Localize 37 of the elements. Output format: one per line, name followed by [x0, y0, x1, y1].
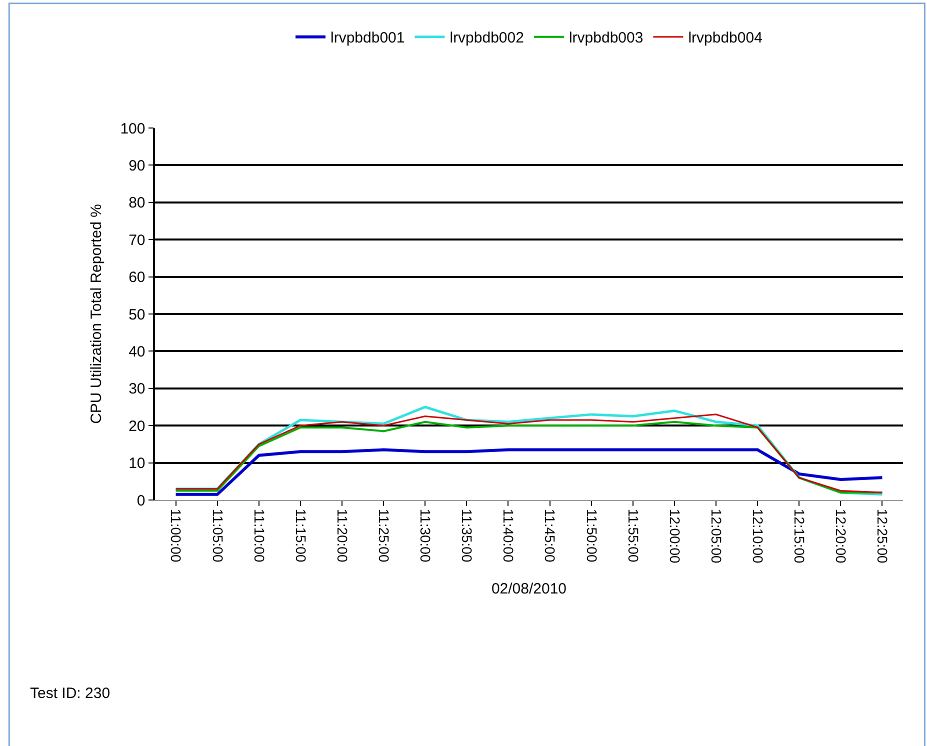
x-tick-label: 12:15:00	[792, 508, 808, 564]
y-tick-label: 70	[128, 232, 146, 249]
line-series	[174, 448, 884, 496]
x-tick-label: 11:10:00	[251, 508, 268, 562]
y-tick-label: 60	[128, 269, 146, 286]
y-tick-label: 30	[128, 380, 146, 398]
y-axis-title: CPU Utilization Total Reported %	[88, 204, 105, 424]
x-tick-label: 11:20:00	[334, 508, 350, 562]
y-tick-label: 0	[136, 492, 146, 510]
x-tick-label: 11:40:00	[500, 508, 517, 562]
x-tick-label: 11:50:00	[584, 508, 600, 562]
x-tick-label: 12:05:00	[708, 508, 724, 564]
y-tick-label: 40	[128, 343, 146, 360]
y-tick-label: 90	[128, 157, 146, 174]
legend-label: lrvpbdb001	[330, 30, 405, 47]
legend-label: lrvpbdb003	[568, 30, 644, 47]
x-tick-label: 11:00:00	[168, 508, 184, 562]
x-tick-label: 11:55:00	[625, 508, 642, 562]
x-axis-title: 02/08/2010	[491, 580, 567, 598]
text: Test ID: 230	[30, 685, 110, 702]
y-tick-label: 100	[120, 120, 146, 138]
x-tick-label: 11:45:00	[542, 508, 558, 562]
y-tick-label: 20	[128, 418, 146, 435]
x-tick-label: 11:05:00	[210, 508, 226, 562]
y-tick-label: 10	[128, 455, 146, 472]
x-tick-label: 11:30:00	[418, 508, 434, 562]
y-tick-label: 80	[128, 194, 146, 212]
x-tick-label: 11:35:00	[459, 508, 476, 562]
x-tick-label: 11:15:00	[292, 508, 309, 562]
x-tick-label: 12:00:00	[666, 508, 683, 564]
x-tick-label: 12:10:00	[750, 508, 766, 564]
x-tick-label: 11:25:00	[376, 508, 392, 562]
x-tick-label: 12:20:00	[833, 508, 850, 564]
legend-label: lrvpbdb004	[688, 30, 762, 47]
x-tick-label: 12:25:00	[874, 508, 891, 564]
legend-label: lrvpbdb002	[450, 30, 524, 47]
y-tick-label: 50	[128, 306, 146, 324]
